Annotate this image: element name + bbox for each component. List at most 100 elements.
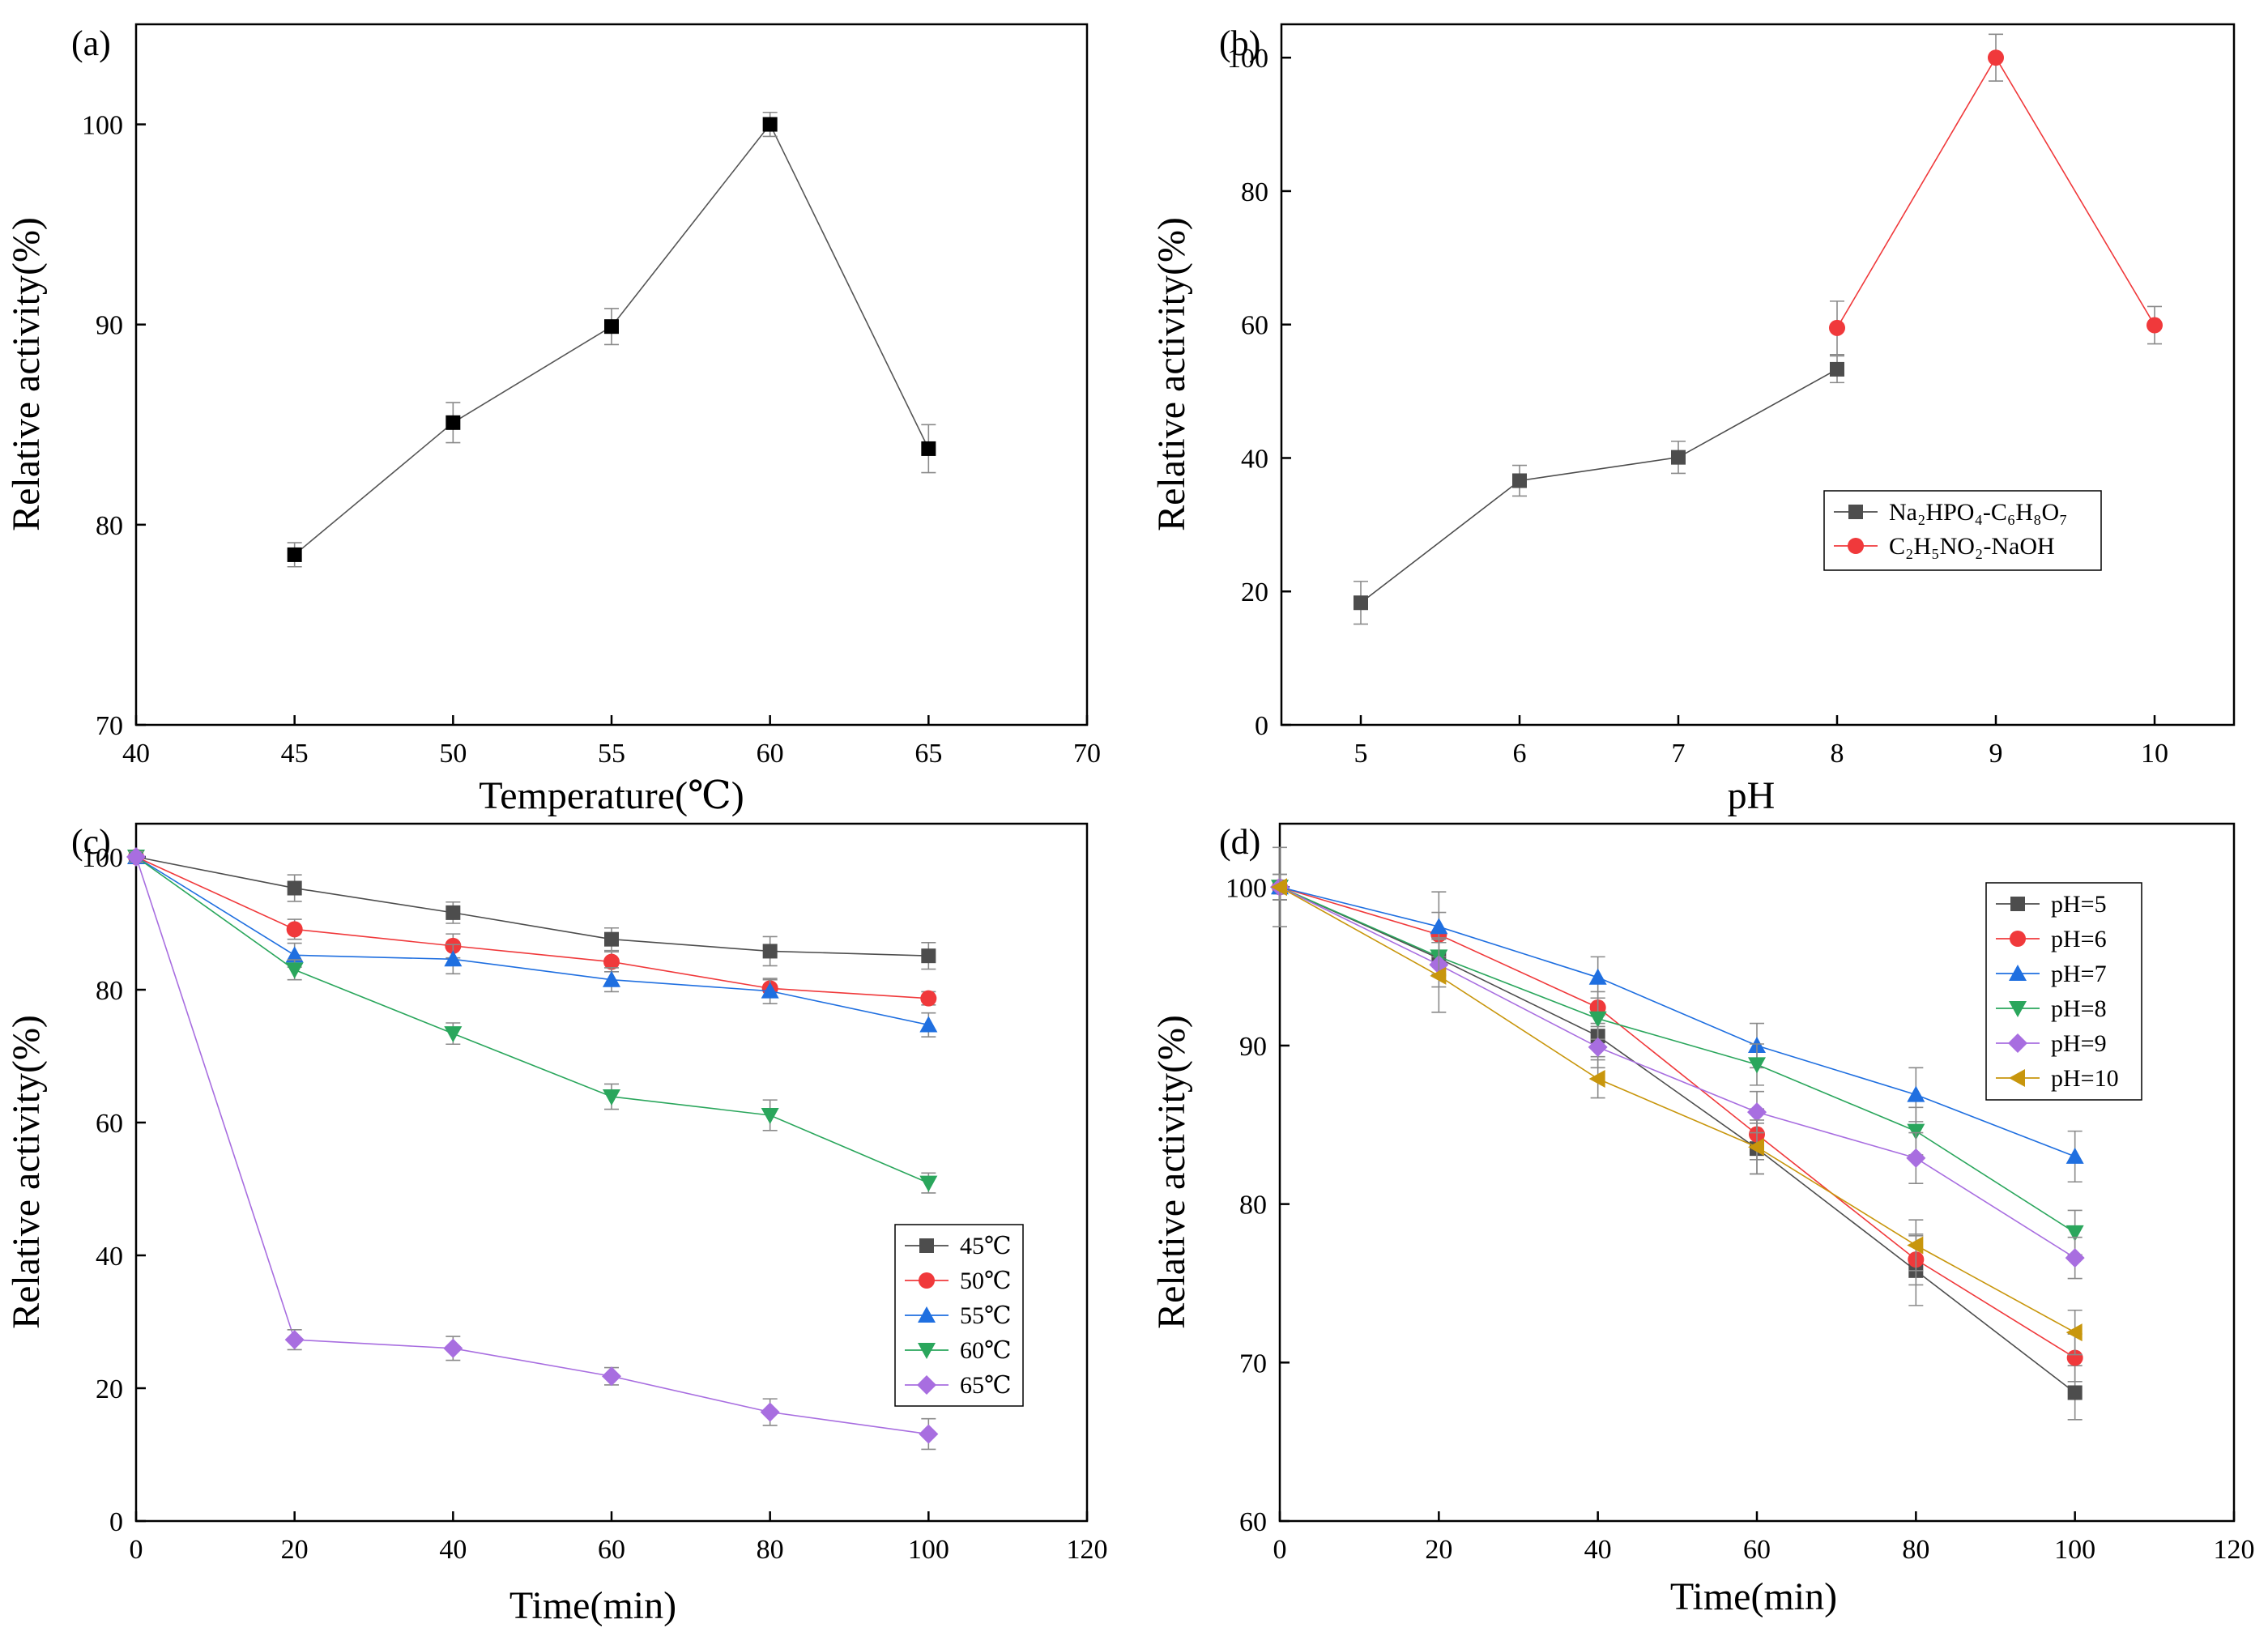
y-tick-label: 20 bbox=[1241, 577, 1268, 607]
x-tick-label: 60 bbox=[598, 1535, 625, 1565]
x-tick-label: 40 bbox=[1584, 1535, 1612, 1565]
data-point bbox=[604, 931, 619, 947]
series-pH=8 bbox=[1271, 873, 2084, 1256]
x-tick-label: 80 bbox=[757, 1535, 784, 1565]
legend-item: 55℃ bbox=[905, 1302, 1012, 1329]
legend-item: 50℃ bbox=[905, 1268, 1012, 1294]
y-tick-label: 70 bbox=[96, 711, 123, 741]
data-point bbox=[444, 950, 463, 967]
panel-label: (c) bbox=[71, 822, 111, 862]
x-tick-label: 60 bbox=[757, 739, 784, 769]
data-point bbox=[1671, 450, 1686, 465]
data-point bbox=[1748, 1138, 1764, 1157]
legend-marker bbox=[1848, 505, 1863, 519]
x-tick-label: 70 bbox=[1073, 739, 1101, 769]
legend-label: pH=9 bbox=[2051, 1030, 2107, 1057]
data-point bbox=[126, 847, 146, 867]
data-point bbox=[603, 953, 620, 970]
series-line bbox=[135, 856, 929, 1184]
legend-label: Na₂HPO₄-C₆H₈O₇ bbox=[1889, 499, 2068, 526]
data-point bbox=[921, 948, 936, 964]
x-tick-label: 45 bbox=[281, 739, 309, 769]
y-tick-label: 80 bbox=[96, 976, 123, 1006]
data-point bbox=[443, 1338, 463, 1358]
legend-label: pH=6 bbox=[2051, 926, 2107, 952]
x-tick-label: 9 bbox=[1989, 739, 2003, 769]
data-point bbox=[1830, 361, 1844, 377]
data-point bbox=[762, 117, 778, 132]
data-point bbox=[1748, 1057, 1766, 1074]
legend-item: Na₂HPO₄-C₆H₈O₇ bbox=[1834, 499, 2068, 526]
x-tick-label: 7 bbox=[1672, 739, 1686, 769]
y-tick-label: 100 bbox=[1226, 873, 1267, 903]
data-point bbox=[2066, 1323, 2083, 1342]
data-point bbox=[1588, 1070, 1605, 1089]
panel-d: 0 20 40 60 80 100 120 60 70 80 90 100 (d) Time(min) Re… bbox=[1150, 822, 2255, 1618]
legend-item: C₂H₅NO₂-NaOH bbox=[1834, 533, 2055, 560]
legend-item: pH=8 bbox=[1996, 995, 2107, 1022]
y-tick-label: 90 bbox=[1239, 1032, 1267, 1062]
y-tick-label: 80 bbox=[96, 511, 123, 541]
data-point bbox=[444, 1026, 463, 1043]
x-tick-label: 55 bbox=[598, 739, 625, 769]
legend-item: 60℃ bbox=[905, 1337, 1012, 1364]
series-45℃ bbox=[129, 850, 936, 970]
data-point bbox=[1829, 319, 1845, 336]
x-tick-label: 120 bbox=[2214, 1535, 2255, 1565]
legend-marker bbox=[2010, 897, 2025, 911]
panel-c: 0 20 40 60 80 100 120020406080100(c)Time(min)R… bbox=[5, 822, 1108, 1627]
y-tick-label: 100 bbox=[1227, 44, 1268, 74]
x-tick-label: 40 bbox=[122, 739, 150, 769]
legend: 45℃ 50℃ 55℃ 60℃ 65℃ bbox=[894, 1224, 1024, 1407]
legend-label: pH=5 bbox=[2051, 891, 2107, 918]
legend-item: pH=6 bbox=[1996, 926, 2107, 952]
data-point bbox=[284, 1330, 305, 1350]
series-65℃ bbox=[126, 847, 939, 1451]
legend-label: 60℃ bbox=[960, 1337, 1012, 1364]
data-point bbox=[446, 905, 461, 920]
y-axis-title: Relative activity(%) bbox=[1150, 217, 1193, 531]
data-point bbox=[287, 547, 302, 562]
legend-label: 45℃ bbox=[960, 1233, 1012, 1259]
x-tick-label: 120 bbox=[1067, 1535, 1108, 1565]
legend: pH=5 pH=6 pH=7 pH=8 pH=9 pH=10 bbox=[1985, 882, 2142, 1101]
series-Na₂HPO₄-C₆H₈O₇ bbox=[1354, 355, 1844, 625]
data-point bbox=[603, 970, 620, 987]
series-line bbox=[1360, 369, 1838, 603]
series-line bbox=[1279, 886, 2076, 1259]
legend-marker bbox=[2008, 1033, 2027, 1053]
data-point bbox=[919, 1175, 938, 1192]
y-tick-label: 0 bbox=[109, 1507, 123, 1537]
panel-label: (b) bbox=[1219, 23, 1260, 63]
data-point bbox=[2066, 1225, 2084, 1242]
x-tick-label: 0 bbox=[130, 1535, 143, 1565]
series-line bbox=[1279, 886, 2075, 1157]
data-point bbox=[285, 962, 304, 979]
data-point bbox=[1512, 473, 1527, 488]
legend-label: 55℃ bbox=[960, 1302, 1012, 1329]
legend-marker bbox=[2010, 931, 2026, 947]
legend-marker bbox=[919, 1272, 935, 1289]
y-tick-label: 80 bbox=[1241, 177, 1268, 207]
legend-marker bbox=[918, 1343, 936, 1359]
y-tick-label: 40 bbox=[1241, 444, 1268, 474]
series-60℃ bbox=[127, 850, 938, 1194]
x-axis-title: Time(min) bbox=[509, 1584, 676, 1627]
x-tick-label: 80 bbox=[1902, 1535, 1929, 1565]
data-point bbox=[1271, 878, 1287, 897]
data-point bbox=[1907, 1236, 1924, 1255]
data-point bbox=[602, 1366, 621, 1387]
y-tick-label: 100 bbox=[82, 111, 123, 141]
data-point bbox=[1907, 1123, 1925, 1140]
y-tick-label: 20 bbox=[96, 1374, 123, 1404]
data-point bbox=[1588, 1037, 1608, 1057]
legend-label: 50℃ bbox=[960, 1268, 1012, 1294]
series-activity bbox=[287, 111, 936, 568]
y-tick-label: 60 bbox=[1241, 311, 1268, 341]
legend-label: pH=8 bbox=[2051, 995, 2107, 1022]
legend-label: C₂H₅NO₂-NaOH bbox=[1889, 533, 2055, 560]
panel-label: (d) bbox=[1219, 822, 1260, 862]
series-line bbox=[1279, 886, 2076, 1359]
x-axis-title: pH bbox=[1728, 774, 1776, 817]
